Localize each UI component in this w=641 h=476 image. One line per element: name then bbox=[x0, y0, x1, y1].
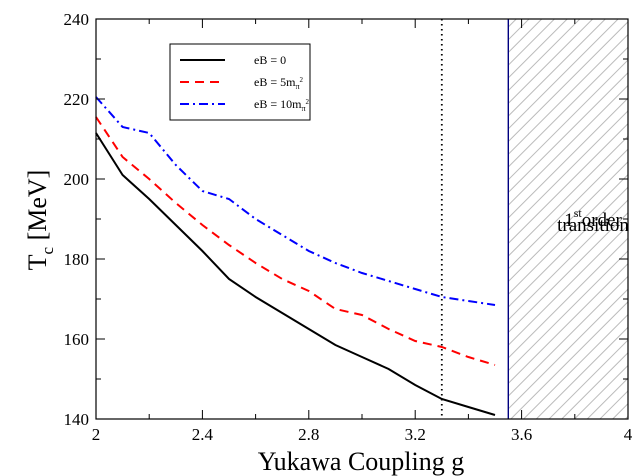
legend-label-3: eB = 10mπ2 bbox=[254, 97, 309, 113]
annotation-order-word: order bbox=[582, 210, 623, 231]
y-tick-label: 140 bbox=[64, 410, 90, 429]
y-tick-label: 180 bbox=[64, 250, 90, 269]
legend-label-2: eB = 5mπ2 bbox=[254, 75, 303, 91]
legend-box bbox=[169, 43, 311, 121]
reference-lines bbox=[440, 19, 509, 419]
y-tick-label: 200 bbox=[64, 170, 90, 189]
y-axis-label-subscript: c bbox=[38, 246, 57, 254]
annotation-ordinal: 1 bbox=[564, 210, 574, 231]
annotation-transition: transition bbox=[557, 215, 629, 236]
x-tick-label: 2 bbox=[92, 425, 101, 444]
series-line-2 bbox=[95, 116, 496, 366]
x-tick-label: 3.2 bbox=[405, 425, 426, 444]
y-tick-label: 160 bbox=[64, 330, 90, 349]
y-tick-label: 240 bbox=[64, 10, 90, 29]
y-axis-label: Tc [MeV] bbox=[23, 170, 57, 271]
y-axis-label-symbol: T bbox=[23, 254, 52, 270]
x-tick-label: 3.6 bbox=[511, 425, 532, 444]
x-tick-label: 2.8 bbox=[298, 425, 319, 444]
x-tick-label: 4 bbox=[624, 425, 633, 444]
y-tick-label: 220 bbox=[64, 90, 90, 109]
x-axis-label: Yukawa Coupling g bbox=[258, 447, 465, 476]
axis-ticks: 2 2.4 2.8 3.2 3.6 4 140 160 180 200 220 240 bbox=[64, 10, 633, 444]
first-order-region bbox=[508, 19, 628, 419]
series-line-3 bbox=[95, 96, 496, 306]
legend: eB = 0 eB = 5mπ2 eB = 10mπ2 bbox=[169, 43, 311, 121]
y-axis-label-unit: [MeV] bbox=[23, 170, 52, 247]
legend-label-1: eB = 0 bbox=[254, 53, 286, 67]
series-group bbox=[95, 96, 496, 416]
series-line-1 bbox=[95, 132, 496, 416]
annotation-line1: 1storder bbox=[564, 206, 622, 231]
x-tick-label: 2.4 bbox=[192, 425, 214, 444]
annotation-ordinal-suffix: st bbox=[574, 206, 583, 220]
